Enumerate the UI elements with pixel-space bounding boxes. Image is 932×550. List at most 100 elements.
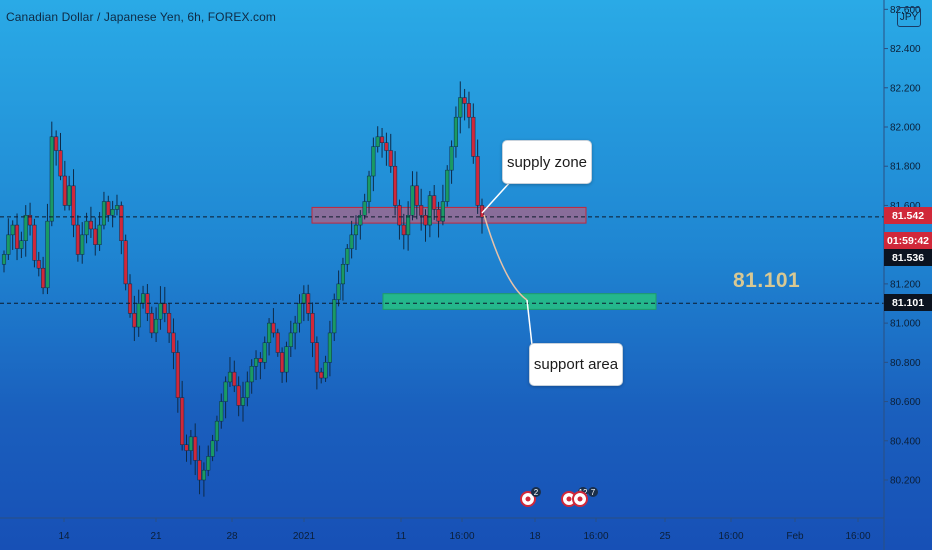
candle-body-58 (253, 358, 259, 367)
x-tick-label-5: 16:00 (449, 531, 474, 542)
y-tick-label-7: 81.600 (890, 201, 921, 212)
candle-body-50 (219, 401, 224, 422)
candle-body-76 (332, 299, 337, 334)
candle-body-40 (175, 352, 180, 398)
candle-body-17 (75, 224, 80, 255)
candle-body-44 (193, 436, 198, 461)
candle-body-60 (262, 342, 267, 363)
x-tick-label-3: 2021 (293, 531, 316, 542)
candle-body-101 (440, 201, 445, 222)
candle-body-84 (366, 175, 372, 202)
y-tick-label-9: 82.000 (890, 123, 921, 134)
candle-body-79 (345, 248, 350, 265)
y-tick-label-4: 81.000 (890, 319, 921, 330)
currency-badge[interactable]: JPY (897, 7, 921, 27)
y-tick-label-2: 80.600 (890, 397, 921, 408)
chart-title: Canadian Dollar / Japanese Yen, 6h, FORE… (6, 10, 276, 24)
candle-body-7 (32, 224, 37, 261)
candle-body-83 (362, 201, 367, 216)
candle-body-18 (80, 234, 85, 255)
candle-body-52 (227, 371, 233, 383)
candle-body-12 (54, 136, 59, 151)
candle-body-93 (406, 215, 411, 236)
candle-body-20 (88, 220, 93, 230)
support-zone-rect (382, 293, 657, 310)
candle-body-4 (19, 240, 24, 249)
candle-body-100 (436, 209, 441, 222)
candle-body-3 (14, 224, 20, 249)
x-tick-label-1: 21 (150, 531, 162, 542)
candle-body-8 (36, 260, 41, 269)
x-tick-label-10: Feb (786, 531, 804, 542)
candle-body-96 (419, 205, 424, 216)
candle-body-103 (449, 146, 454, 171)
y-tick-label-1: 80.400 (890, 436, 921, 447)
candle-body-88 (384, 142, 389, 151)
candle-body-73 (319, 371, 324, 379)
candle-body-61 (267, 322, 272, 343)
candle-body-49 (214, 420, 219, 442)
candle-body-74 (323, 362, 328, 379)
candle-body-53 (232, 371, 237, 387)
candle-body-1 (6, 234, 11, 255)
candle-body-102 (445, 169, 450, 202)
candle-body-75 (327, 332, 332, 363)
candle-body-26 (114, 205, 120, 210)
x-tick-label-4: 11 (396, 531, 407, 542)
candle-body-92 (401, 224, 406, 236)
support-price-label: 81.101 (884, 294, 932, 311)
candle-body-80 (349, 234, 354, 249)
candle-body-63 (275, 332, 280, 353)
candle-body-67 (293, 322, 298, 334)
support-callout-pointer (526, 299, 533, 346)
candle-body-29 (127, 283, 133, 314)
candle-body-105 (458, 97, 463, 118)
candle-body-85 (371, 146, 376, 177)
candle-body-95 (414, 185, 419, 206)
candles (1, 81, 485, 497)
candle-body-9 (41, 267, 46, 289)
candle-body-99 (432, 195, 437, 210)
y-tick-label-12: 82.600 (890, 5, 921, 16)
candle-body-19 (84, 220, 89, 236)
x-tick-label-9: 16:00 (718, 531, 743, 542)
supply-zone-callout[interactable]: supply zone (502, 140, 592, 184)
candle-body-11 (49, 136, 54, 222)
candle-body-21 (93, 228, 98, 245)
candle-body-25 (110, 209, 115, 216)
candle-body-82 (358, 215, 363, 226)
candle-body-51 (223, 381, 228, 402)
candle-body-37 (162, 303, 167, 314)
candle-body-81 (353, 224, 359, 236)
candle-body-97 (423, 215, 428, 226)
y-tick-label-3: 80.800 (890, 358, 921, 369)
candle-body-106 (462, 97, 467, 104)
candle-body-43 (188, 436, 193, 451)
candle-body-94 (410, 185, 415, 216)
candle-body-72 (314, 342, 319, 373)
candle-body-23 (101, 201, 106, 226)
candle-body-90 (393, 165, 398, 206)
event-marker-1-count: 2 (534, 488, 539, 497)
y-tick-label-5: 81.200 (890, 279, 921, 290)
candle-body-31 (136, 303, 141, 328)
event-marker-3-dot (577, 496, 583, 502)
candle-body-86 (375, 136, 380, 147)
candle-body-22 (97, 224, 102, 245)
candle-body-10 (45, 220, 50, 289)
support-area-callout[interactable]: support area (529, 343, 623, 386)
event-markers[interactable]: 2127 (520, 487, 598, 507)
candle-body-35 (154, 318, 159, 334)
current-price-label: 81.542 (884, 207, 932, 224)
candle-body-59 (258, 358, 263, 363)
candle-body-78 (340, 264, 345, 285)
x-tick-label-0: 14 (58, 531, 70, 542)
countdown-label: 01:59:42 (884, 232, 932, 249)
y-tick-label-10: 82.200 (890, 83, 921, 94)
candle-body-15 (67, 185, 72, 206)
projection-curve (483, 214, 528, 301)
candle-body-27 (119, 205, 124, 241)
candle-body-28 (123, 240, 128, 285)
candle-body-91 (397, 205, 402, 226)
candle-body-0 (1, 254, 7, 265)
